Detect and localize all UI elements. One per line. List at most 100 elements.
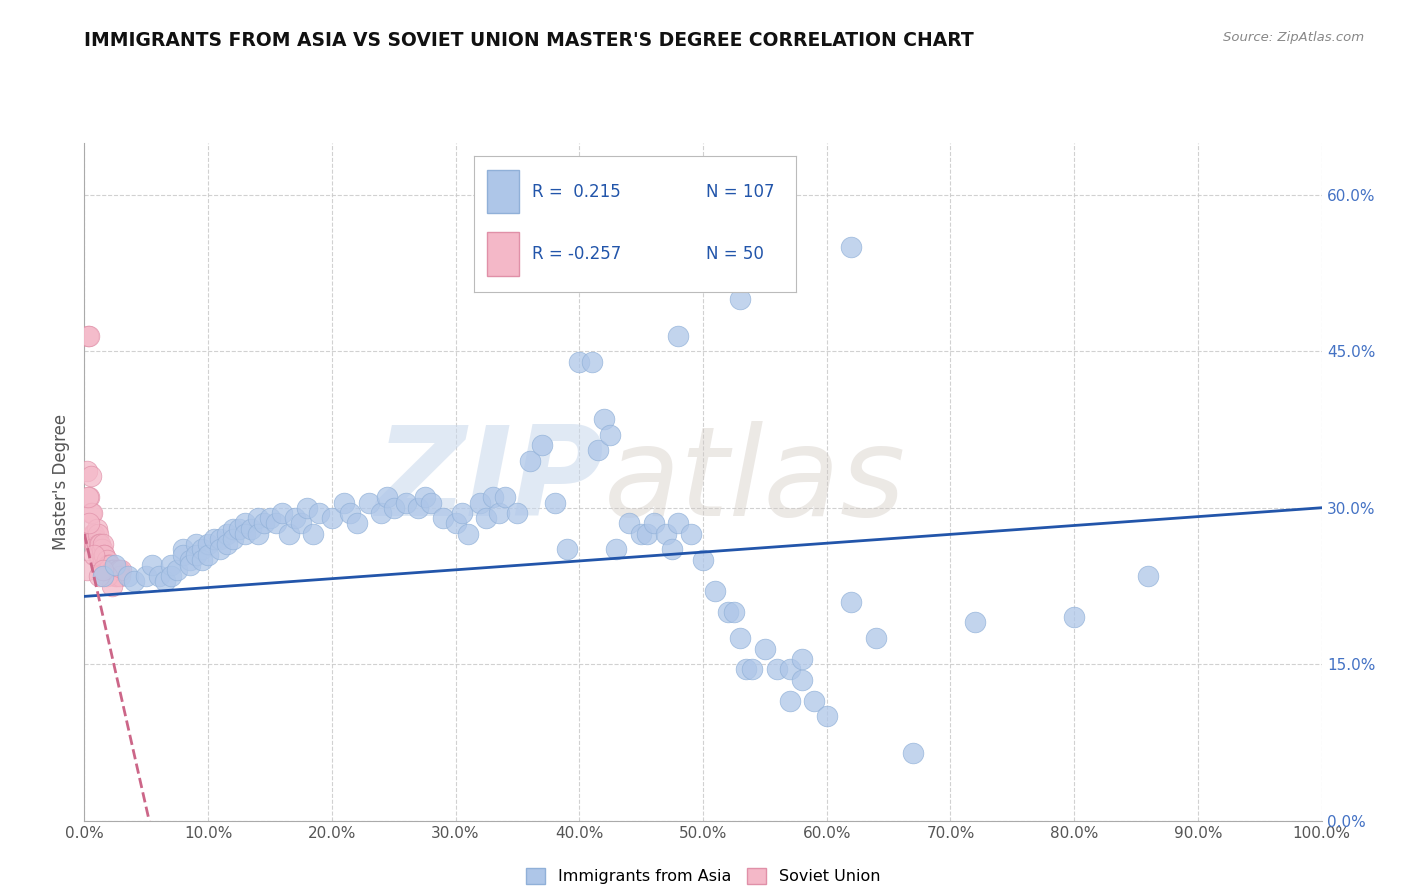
Point — [581, 355, 603, 369]
Point — [84, 532, 107, 546]
Point — [519, 454, 541, 468]
Point — [94, 558, 117, 573]
Point — [184, 548, 207, 562]
Point — [599, 427, 621, 442]
Point — [395, 495, 418, 509]
Point — [90, 548, 112, 562]
Point — [184, 537, 207, 551]
Point — [79, 491, 101, 505]
Point — [83, 537, 105, 551]
Point — [655, 526, 678, 541]
Point — [308, 506, 330, 520]
Point — [105, 568, 128, 582]
Point — [222, 522, 245, 536]
Point — [91, 568, 114, 582]
Point — [253, 516, 276, 531]
Point — [110, 568, 132, 582]
Point — [271, 506, 294, 520]
Point — [91, 563, 114, 577]
Point — [666, 516, 689, 531]
Point — [666, 328, 689, 343]
Point — [377, 491, 399, 505]
Point — [110, 563, 132, 577]
Point — [444, 516, 467, 531]
Point — [413, 491, 436, 505]
Point — [370, 506, 392, 520]
Point — [754, 641, 776, 656]
Point — [1137, 568, 1160, 582]
Point — [197, 537, 219, 551]
Point — [209, 542, 232, 557]
Point — [79, 469, 101, 483]
Point — [104, 568, 127, 582]
Point — [104, 558, 127, 573]
Point — [475, 511, 498, 525]
Point — [290, 516, 312, 531]
Point — [803, 694, 825, 708]
Point — [408, 500, 430, 515]
Point — [96, 553, 118, 567]
Point — [86, 537, 108, 551]
Point — [903, 746, 925, 760]
Point — [779, 694, 801, 708]
Point — [488, 506, 510, 520]
Point — [277, 526, 299, 541]
Point — [865, 631, 887, 645]
Point — [593, 412, 616, 426]
Point — [630, 526, 652, 541]
Point — [82, 526, 104, 541]
Point — [166, 563, 188, 577]
Point — [717, 605, 740, 619]
Point — [90, 542, 112, 557]
Point — [357, 495, 380, 509]
Point — [100, 563, 122, 577]
Point — [233, 526, 256, 541]
Point — [457, 526, 479, 541]
Point — [89, 537, 111, 551]
Point — [264, 516, 287, 531]
Point — [191, 542, 214, 557]
Point — [841, 594, 863, 608]
Point — [100, 579, 122, 593]
Point — [202, 532, 225, 546]
Point — [568, 355, 591, 369]
Point — [98, 558, 121, 573]
Point — [494, 491, 516, 505]
Point — [779, 662, 801, 676]
Point — [735, 662, 758, 676]
Point — [135, 568, 157, 582]
Point — [1063, 610, 1085, 624]
Point — [246, 526, 269, 541]
Point — [172, 548, 194, 562]
Point — [481, 491, 503, 505]
Point — [790, 673, 813, 687]
Point — [77, 491, 100, 505]
Point — [246, 511, 269, 525]
Point — [432, 511, 454, 525]
Text: Source: ZipAtlas.com: Source: ZipAtlas.com — [1223, 31, 1364, 45]
Point — [83, 548, 105, 562]
Point — [76, 563, 98, 577]
Point — [470, 495, 492, 509]
Point — [79, 516, 101, 531]
Point — [506, 506, 529, 520]
Point — [172, 542, 194, 557]
Point — [450, 506, 472, 520]
Point — [153, 574, 176, 588]
Point — [179, 553, 201, 567]
Point — [233, 516, 256, 531]
Point — [117, 568, 139, 582]
Point — [160, 558, 183, 573]
Point — [636, 526, 658, 541]
Point — [728, 631, 751, 645]
Point — [240, 522, 263, 536]
Point — [76, 464, 98, 478]
Point — [160, 568, 183, 582]
Point — [197, 548, 219, 562]
Point — [89, 542, 111, 557]
Point — [728, 292, 751, 306]
Legend: Immigrants from Asia, Soviet Union: Immigrants from Asia, Soviet Union — [519, 862, 887, 890]
Point — [83, 526, 105, 541]
Point — [965, 615, 987, 630]
Point — [531, 438, 554, 452]
